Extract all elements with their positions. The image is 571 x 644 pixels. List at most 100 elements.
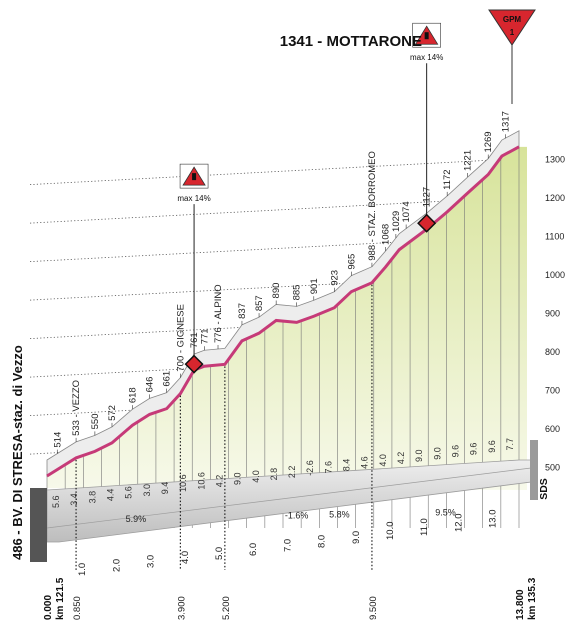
altitude-tick: 1200 [545, 193, 565, 203]
profile-area [47, 146, 527, 490]
band-edge [46, 467, 532, 529]
segment-gradient: 8.4 [342, 459, 352, 472]
altitude-label: 700 - GIGNESE [175, 304, 186, 372]
segment-gradient: 5.6 [124, 486, 134, 499]
max-gradient-markers: max 14% max 14% [177, 22, 443, 374]
altitude-label: 857 [254, 295, 265, 311]
segment-gradient: 4.0 [378, 454, 388, 467]
distance-tick: 3.0 [146, 555, 157, 568]
altitude-tick: 1100 [545, 232, 564, 242]
altitude-label: 890 [271, 283, 282, 299]
km-markers: 0.000 km 121.5 0.850 3.900 5.200 9.500 13.800 k… [43, 284, 538, 620]
gridline [29, 196, 521, 224]
altitude-label: 771 [199, 328, 210, 344]
profile-fill [47, 146, 527, 490]
segment-gradient: 3.8 [87, 491, 97, 504]
distance-tick: 9.0 [351, 531, 362, 544]
altitude-tick: 1000 [545, 270, 565, 280]
segment-gradient: 4.2 [396, 452, 406, 465]
altitude-label: 923 [329, 270, 340, 286]
altitude-label: 1221 [463, 150, 474, 171]
altitude-tick: 900 [545, 309, 560, 319]
km-label: km 121.5 [55, 577, 66, 620]
segment-gradient: 3.4 [69, 493, 79, 506]
altitude-axis: 500 600 700 800 900 1000 1100 1200 1300 [545, 155, 565, 473]
distance-tick: 11.0 [419, 518, 430, 536]
distance-tick: 6.0 [248, 543, 259, 556]
distance-tick: 7.0 [282, 539, 293, 552]
altitude-label: 901 [309, 278, 320, 294]
altitude-label: 1317 [500, 111, 511, 132]
max-gradient-label: max 14% [410, 53, 443, 62]
segment-gradient: -2.6 [305, 460, 315, 476]
road-line [46, 145, 520, 478]
altitude-tick: 1300 [545, 155, 565, 165]
segment-gradient: 3.0 [142, 484, 152, 497]
segment-gradient: 10.6 [178, 474, 188, 492]
altitude-label: 965 [346, 254, 357, 270]
distance-tick: 8.0 [317, 535, 328, 548]
altitude-label: 776 - ALPINO [213, 284, 224, 343]
segment-gradient: 5.6 [51, 495, 61, 508]
altitude-label: 988 - STAZ. BORROMEO [367, 151, 378, 261]
km-label: 0.000 [43, 595, 54, 620]
distance-tick: 5.0 [214, 547, 225, 560]
segment-gradient: 9.0 [233, 472, 243, 485]
segment-gradient: 4.4 [106, 489, 116, 502]
altitude-label: 837 [237, 303, 248, 319]
segment-gradient: 10.6 [196, 472, 206, 490]
segment-gradient: 9.6 [487, 440, 497, 453]
altitude-label: 533 - VEZZO [71, 380, 82, 436]
altitude-tick: 600 [545, 424, 560, 434]
segment-gradient: 4.0 [251, 470, 261, 483]
gridline [29, 158, 521, 186]
altitude-label: 618 [128, 387, 139, 403]
segment-gradient: 2.8 [269, 468, 279, 481]
altitude-tick: 700 [545, 386, 560, 396]
section-gradient: 9.5% [435, 507, 456, 517]
altitude-label: 550 [90, 414, 101, 430]
km-label: 3.900 [176, 596, 187, 620]
altitude-label: 1068 [381, 224, 392, 245]
segment-gradient: 4.6 [360, 456, 370, 469]
gradient-band: 5.9% -1.6% 5.8% 9.5% [30, 440, 538, 562]
warning-icon-mark [424, 32, 429, 40]
altitude-tick: 800 [545, 347, 560, 357]
summit-title: 1341 - MOTTARONE [280, 33, 422, 50]
distance-tick: 2.0 [111, 559, 122, 572]
section-gradient: -1.6% [285, 511, 309, 521]
distance-tick: 1.0 [77, 563, 88, 576]
altitude-label: 885 [292, 285, 303, 301]
max-gradient-point [184, 354, 204, 374]
altitude-label: 1269 [483, 131, 494, 152]
distance-tick: 10.0 [385, 522, 396, 541]
max-gradient-label: max 14% [177, 194, 210, 203]
segment-gradients: 5.6 3.4 3.8 4.4 5.6 3.0 9.4 10.6 10.6 4.2 9.0 4.0 2.… [51, 438, 515, 508]
segment-gradient: 9.6 [450, 445, 460, 458]
segment-gradient: 7.6 [323, 461, 333, 474]
altitude-label: 514 [52, 432, 63, 448]
sds-label: SDS [538, 478, 550, 500]
altitude-label: 1029 [391, 211, 402, 232]
altitude-label: 572 [107, 405, 118, 421]
max-gradient-point [417, 213, 437, 233]
gpm-badge: GPM 1 [488, 9, 536, 104]
segment-gradient: 2.2 [287, 466, 297, 479]
end-pillar [530, 440, 538, 500]
gpm-category: 1 [510, 28, 515, 37]
section-gradient: 5.8% [329, 510, 350, 520]
altitude-label: 1074 [401, 201, 412, 222]
altitude-label: 1172 [442, 169, 453, 189]
distance-tick: 12.0 [453, 514, 464, 533]
km-label: 0.850 [72, 596, 83, 620]
start-pillar [30, 488, 47, 562]
distance-tick: 13.0 [488, 510, 499, 529]
altitude-tick: 500 [545, 463, 560, 473]
segment-gradient: 7.7 [505, 438, 515, 451]
segment-gradient: 9.0 [414, 449, 424, 462]
altitude-label: 646 [145, 377, 156, 393]
segment-gradient: 9.6 [469, 443, 479, 456]
